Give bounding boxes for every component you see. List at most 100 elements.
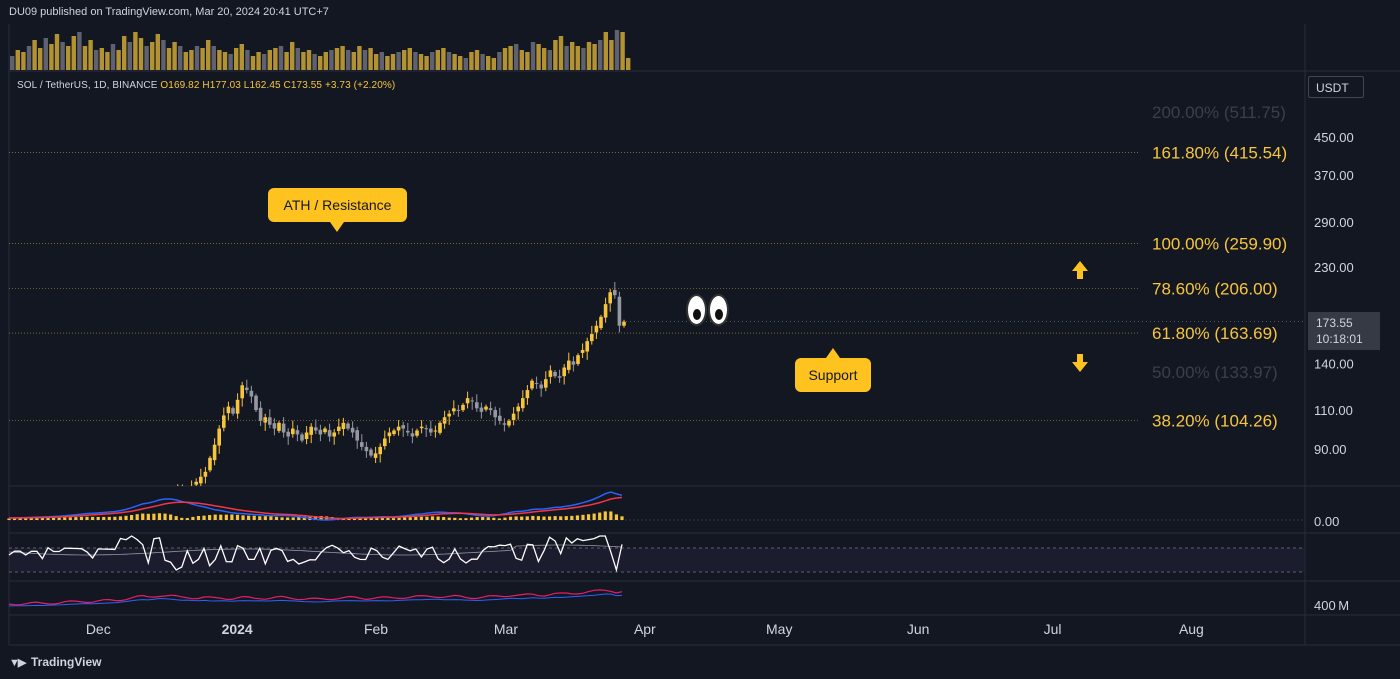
candle-body [580,349,585,353]
low-value: L162.45 [243,80,281,91]
candle-body [525,390,530,399]
macd-histogram-bar [430,516,435,520]
symbol-name[interactable]: SOL / TetherUS, 1D, BINANCE [17,80,158,91]
resistance-callout[interactable]: ATH / Resistance [268,188,407,232]
macd-histogram-bar [146,513,150,520]
volume-bar [60,42,65,70]
volume-bar [609,40,614,70]
tradingview-brand[interactable]: ▼▶ TradingView [9,655,101,669]
macd-histogram-bar [57,517,61,520]
macd-histogram-bar [453,517,457,520]
volume-bar [105,52,110,70]
volume-bar [250,56,256,70]
macd-histogram-bar [497,518,501,520]
macd-histogram-bar [508,516,513,520]
candle-body [544,379,548,388]
candle-body [507,420,511,426]
volume-bar [138,38,144,70]
macd-histogram-bar [118,516,123,520]
macd-histogram-bar [141,513,145,520]
candle-body [217,428,221,446]
volume-bar [222,52,228,70]
macd-histogram-bar [258,516,262,520]
candle-body [521,398,525,409]
left-eye-icon [686,294,707,326]
candle-body [433,430,438,432]
macd-histogram-bar [230,514,234,520]
candle-body [557,376,562,378]
macd-histogram-bar [486,517,490,520]
macd-histogram-bar [475,517,479,520]
macd-histogram-bar [51,517,56,520]
macd-histogram-bar [24,518,28,520]
volume-bar [211,46,216,70]
price-axis-label: 450.00 [1314,130,1354,145]
macd-histogram-bar [313,516,318,520]
volume-bar [368,48,373,70]
volume-bar [379,52,384,70]
volume-bar [71,36,76,70]
price-axis-label: 230.00 [1314,260,1354,275]
macd-histogram-bar [525,516,529,520]
volume-bar [334,48,340,70]
macd-histogram-bar [302,516,306,520]
volume-bar [256,52,261,70]
volume-bar [424,56,429,70]
volume-bar [530,42,536,70]
volume-bar [200,48,205,70]
macd-histogram-bar [68,517,72,520]
candle-body [470,400,474,402]
candle-body [212,444,217,461]
open-value: O169.82 [160,80,200,91]
candle-body [617,296,622,326]
macd-histogram-bar [469,517,474,520]
macd-histogram-bar [191,516,195,520]
macd-histogram-bar [263,516,267,520]
candle-body [199,476,203,484]
volume-bar [155,34,160,70]
candle-body [392,430,396,435]
macd-histogram-bar [620,516,624,520]
macd-histogram-bar [96,516,100,520]
volume-bar [446,52,452,70]
macd-histogram-bar [196,515,201,520]
rsi-line [8,535,623,573]
time-axis-label: 2024 [222,621,253,637]
support-callout[interactable]: Support [795,348,871,392]
macd-histogram-bar [180,517,184,520]
candle-body [548,370,553,377]
volume-bar [474,50,480,70]
macd-histogram-bar [375,517,379,520]
macd-histogram-bar [570,515,574,520]
volume-bar [463,58,468,70]
macd-histogram-bar [425,516,429,520]
volume-bar [273,48,278,70]
volume-bar [620,32,625,70]
macd-histogram-bar [436,516,440,520]
candle-body [475,402,479,409]
candle-body [429,428,433,433]
candle-body [369,449,373,456]
volume-bar [10,56,15,70]
macd-histogram-bar [380,517,384,520]
volume-bar [581,48,586,70]
currency-button[interactable]: USDT [1308,76,1364,98]
candle-body [488,408,493,411]
candle-body [456,409,461,411]
publish-info: DU09 published on TradingView.com, Mar 2… [9,6,329,18]
symbol-ohlc-legend[interactable]: SOL / TetherUS, 1D, BINANCE O169.82 H177… [17,80,395,91]
time-axis-label: Jun [907,621,930,637]
candle-body [484,406,488,410]
macd-axis-label: 0.00 [1314,514,1339,529]
obv-average-line [8,593,623,607]
eyes-emoji[interactable] [686,294,730,331]
volume-bar [88,40,93,70]
candle-body [286,431,290,437]
volume-bar [267,50,272,70]
candle-body [622,321,626,326]
candle-body [373,453,378,458]
candle-body [410,433,415,437]
macd-histogram-bar [7,518,11,520]
macd-histogram-bar [213,514,217,520]
